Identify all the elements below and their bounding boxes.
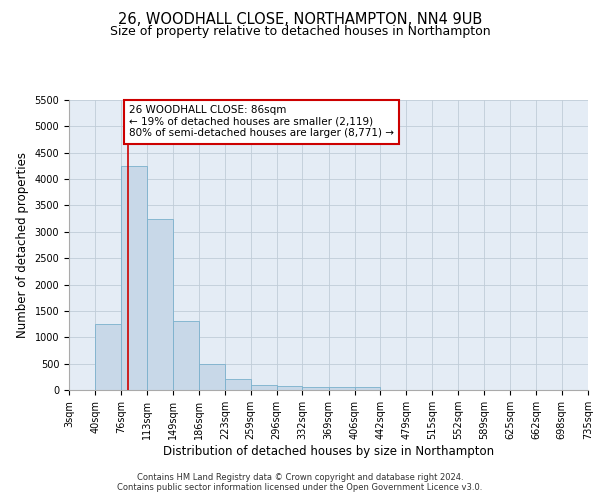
Text: 26 WOODHALL CLOSE: 86sqm
← 19% of detached houses are smaller (2,119)
80% of sem: 26 WOODHALL CLOSE: 86sqm ← 19% of detach… <box>129 106 394 138</box>
Bar <box>277 386 302 390</box>
Text: Contains public sector information licensed under the Open Government Licence v3: Contains public sector information licen… <box>118 484 482 492</box>
Bar <box>121 166 147 390</box>
Text: Contains HM Land Registry data © Crown copyright and database right 2024.: Contains HM Land Registry data © Crown c… <box>137 472 463 482</box>
Bar <box>199 364 225 390</box>
Text: Size of property relative to detached houses in Northampton: Size of property relative to detached ho… <box>110 25 490 38</box>
X-axis label: Distribution of detached houses by size in Northampton: Distribution of detached houses by size … <box>163 445 494 458</box>
Bar <box>251 384 277 390</box>
Y-axis label: Number of detached properties: Number of detached properties <box>16 152 29 338</box>
Bar <box>173 322 199 390</box>
Bar <box>355 388 380 390</box>
Bar <box>147 218 173 390</box>
Bar <box>95 324 121 390</box>
Text: 26, WOODHALL CLOSE, NORTHAMPTON, NN4 9UB: 26, WOODHALL CLOSE, NORTHAMPTON, NN4 9UB <box>118 12 482 28</box>
Bar <box>329 387 355 390</box>
Bar <box>225 380 251 390</box>
Bar <box>302 387 329 390</box>
